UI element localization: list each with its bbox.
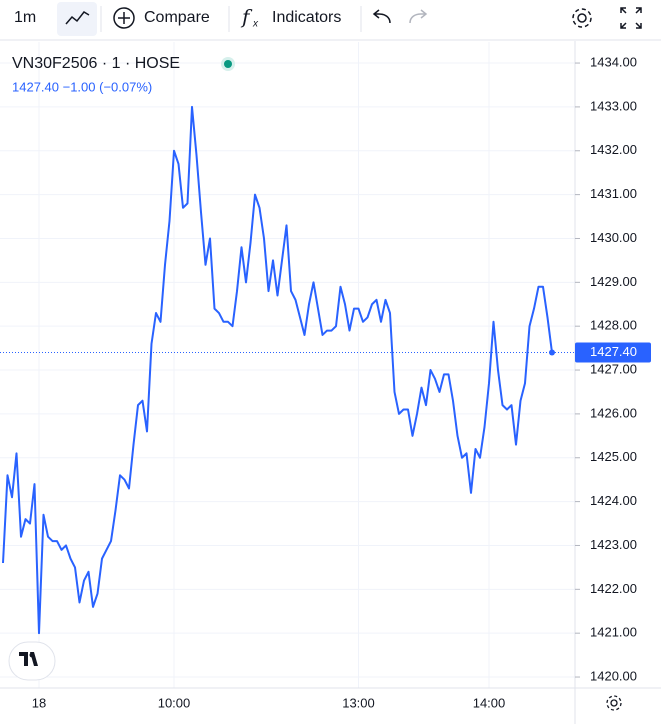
chart-title: VN30F2506 · 1 · HOSE xyxy=(12,55,180,72)
axis-settings[interactable] xyxy=(610,699,618,707)
compare-icon-plus xyxy=(118,12,130,24)
settings-button[interactable] xyxy=(577,13,587,23)
line-icon xyxy=(65,11,90,25)
y-tick-label: 1432.00 xyxy=(590,142,637,157)
last-price-label: 1427.40 xyxy=(590,344,637,359)
fullscreen-button[interactable] xyxy=(620,7,642,29)
redo-button[interactable] xyxy=(409,9,428,24)
x-tick-label: 18 xyxy=(32,695,46,710)
logo-dot xyxy=(29,652,35,658)
y-tick-label: 1425.00 xyxy=(590,449,637,464)
y-tick-label: 1422.00 xyxy=(590,581,637,596)
toolbar: 1m Compare f x Indicators xyxy=(0,2,661,41)
y-tick-label: 1430.00 xyxy=(590,230,637,245)
chart-type-button[interactable] xyxy=(57,2,97,36)
indicators-icon-x: x xyxy=(252,19,259,30)
x-tick-label: 14:00 xyxy=(473,695,506,710)
compare-button[interactable]: Compare xyxy=(144,9,210,26)
y-tick-label: 1429.00 xyxy=(590,274,637,289)
indicators-icon: f xyxy=(240,5,253,29)
y-tick-label: 1424.00 xyxy=(590,493,637,508)
logo[interactable] xyxy=(8,641,56,681)
interval-button[interactable]: 1m xyxy=(14,9,36,26)
y-tick-label: 1420.00 xyxy=(590,668,637,683)
y-tick-label: 1426.00 xyxy=(590,405,637,420)
settings-gear xyxy=(572,8,592,28)
y-tick-label: 1427.00 xyxy=(590,361,637,376)
undo-button[interactable] xyxy=(372,9,391,24)
indicators-button[interactable]: Indicators xyxy=(272,9,341,26)
y-tick-label: 1421.00 xyxy=(590,625,637,640)
y-tick-label: 1433.00 xyxy=(590,98,637,113)
axis-settings-gear xyxy=(606,695,622,711)
last-price-box xyxy=(575,342,651,363)
plot xyxy=(0,105,575,635)
x-tick-label: 13:00 xyxy=(342,695,375,710)
x-tick-label: 10:00 xyxy=(158,695,191,710)
market-status-dot xyxy=(224,60,232,68)
y-tick-label: 1434.00 xyxy=(590,54,637,69)
quote: 1427.40 −1.00 (−0.07%) xyxy=(12,79,152,94)
y-tick-label: 1431.00 xyxy=(590,186,637,201)
price-line xyxy=(2,105,553,635)
y-tick-label: 1428.00 xyxy=(590,318,637,333)
compare-icon xyxy=(113,7,135,29)
y-tick-label: 1423.00 xyxy=(590,537,637,552)
grid xyxy=(0,42,575,688)
